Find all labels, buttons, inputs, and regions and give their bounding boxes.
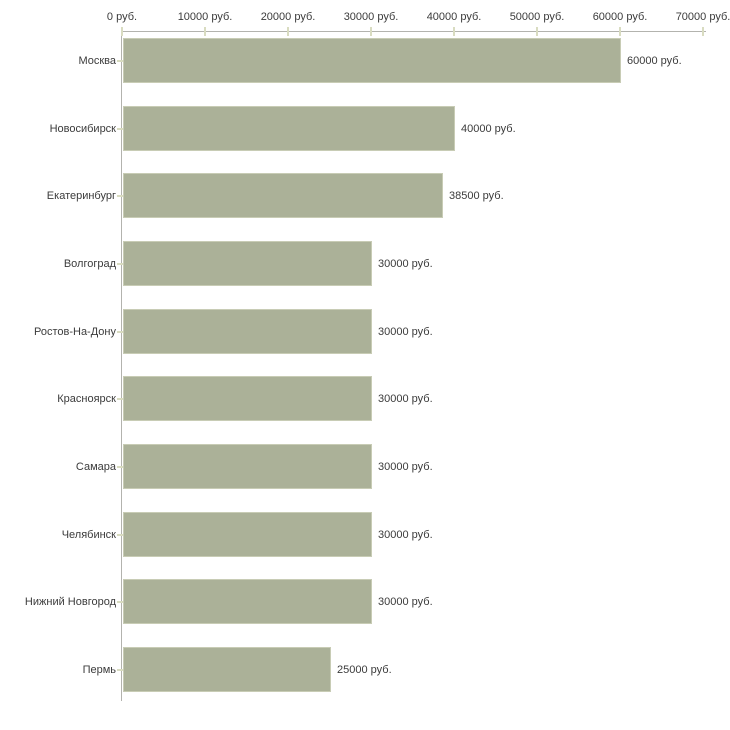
x-tick-mark [702,27,704,36]
bar-Челябинск [123,512,372,557]
value-label: 60000 руб. [627,54,682,67]
category-label: Челябинск [61,528,116,541]
y-tick-mark [117,398,125,400]
category-label: Самара [75,460,116,473]
x-tick-mark [619,27,621,36]
bar-Самара [123,444,372,489]
category-label: Москва [78,54,116,67]
x-tick-label: 20000 руб. [260,11,316,23]
x-tick-mark [204,27,206,36]
value-label: 30000 руб. [378,392,433,405]
value-label: 30000 руб. [378,325,433,338]
x-tick-label: 10000 руб. [177,11,233,23]
x-tick-label: 60000 руб. [592,11,648,23]
y-tick-mark [117,669,125,671]
y-tick-mark [117,195,125,197]
value-label: 40000 руб. [461,122,516,135]
x-tick-mark [536,27,538,36]
bar-Пермь [123,647,331,692]
value-label: 30000 руб. [378,528,433,541]
category-label: Пермь [82,663,116,676]
bar-Москва [123,38,621,83]
x-tick-label: 50000 руб. [509,11,565,23]
x-tick-mark [453,27,455,36]
y-tick-mark [117,466,125,468]
x-axis-line [121,31,706,32]
bar-Екатеринбург [123,173,443,218]
category-label: Красноярск [57,392,116,405]
category-label: Нижний Новгород [24,595,116,608]
y-axis-line [121,31,122,701]
y-tick-mark [117,534,125,536]
x-tick-label: 0 руб. [106,11,138,23]
value-label: 30000 руб. [378,595,433,608]
x-tick-mark [370,27,372,36]
bar-Новосибирск [123,106,455,151]
category-label: Екатеринбург [46,189,116,202]
x-tick-label: 70000 руб. [675,11,730,23]
x-tick-label: 30000 руб. [343,11,399,23]
x-tick-label: 40000 руб. [426,11,482,23]
value-label: 25000 руб. [337,663,392,676]
x-tick-mark [287,27,289,36]
y-tick-mark [117,128,125,130]
y-tick-mark [117,263,125,265]
value-label: 30000 руб. [378,460,433,473]
bar-Нижний Новгород [123,579,372,624]
bar-Ростов-На-Дону [123,309,372,354]
bar-Волгоград [123,241,372,286]
value-label: 38500 руб. [449,189,504,202]
category-label: Волгоград [63,257,116,270]
y-tick-mark [117,601,125,603]
bar-Красноярск [123,376,372,421]
category-label: Новосибирск [49,122,116,135]
category-label: Ростов-На-Дону [33,325,116,338]
y-tick-mark [117,331,125,333]
value-label: 30000 руб. [378,257,433,270]
y-tick-mark [117,60,125,62]
x-tick-mark [121,27,123,36]
